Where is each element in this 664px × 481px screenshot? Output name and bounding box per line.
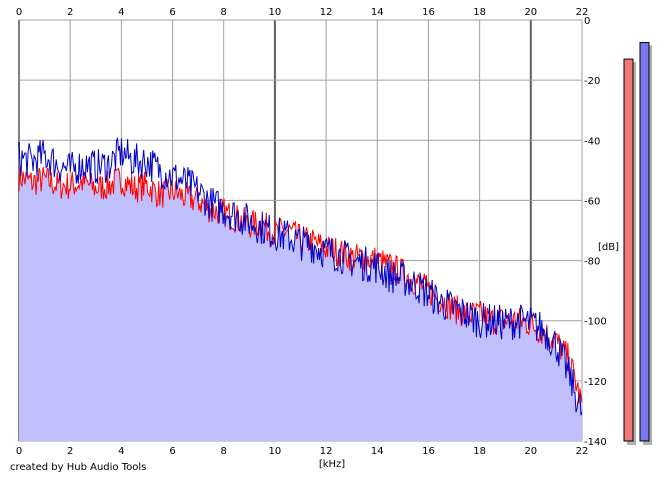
spectrum-area-fill (19, 165, 582, 441)
y-tick-label: -100 (584, 317, 607, 328)
y-tick-label: -60 (584, 196, 600, 207)
left-peak-meter (623, 58, 634, 442)
x-tick-labels-top: 0 2 4 6 8 10 12 14 16 18 20 22 (16, 7, 589, 18)
x-tick-label: 14 (371, 7, 384, 18)
x-tick-label: 8 (221, 446, 227, 457)
x-tick-label: 14 (371, 446, 384, 457)
x-tick-label: 18 (473, 446, 486, 457)
x-tick-label: 6 (169, 446, 175, 457)
right-channel-line (18, 137, 583, 416)
x-tick-label: 4 (118, 446, 124, 457)
x-tick-label: 2 (67, 446, 73, 457)
x-tick-label: 8 (221, 7, 227, 18)
x-tick-label: 20 (524, 446, 537, 457)
credit-text: created by Hub Audio Tools (10, 462, 147, 473)
x-tick-labels-bottom: 0 2 4 6 8 10 12 14 16 18 20 22 (16, 446, 589, 457)
x-tick-label: 6 (169, 7, 175, 18)
y-tick-label: -140 (584, 437, 607, 448)
y-tick-label: -20 (584, 76, 600, 87)
x-tick-label: 16 (422, 7, 435, 18)
x-axis-label: [kHz] (319, 459, 345, 470)
x-tick-label: 16 (422, 446, 435, 457)
x-tick-label: 18 (473, 7, 486, 18)
x-tick-label: 0 (16, 446, 22, 457)
x-tick-label: 12 (320, 446, 333, 457)
y-tick-label: -80 (584, 257, 600, 268)
y-tick-labels: 0 -20 -40 -60 -80 -100 -120 -140 (584, 16, 607, 448)
y-tick-label: -40 (584, 136, 600, 147)
x-tick-label: 2 (67, 7, 73, 18)
x-tick-label: 12 (320, 7, 333, 18)
y-tick-label: -120 (584, 377, 607, 388)
peak-meters (623, 42, 652, 446)
x-tick-label: 0 (16, 7, 22, 18)
x-tick-label: 10 (269, 7, 282, 18)
right-peak-meter (639, 42, 650, 442)
x-tick-label: 22 (576, 446, 589, 457)
x-tick-label: 4 (118, 7, 124, 18)
x-tick-label: 20 (524, 7, 537, 18)
y-tick-label: 0 (584, 16, 590, 27)
x-tick-label: 10 (269, 446, 282, 457)
x-tick-label: 22 (576, 7, 589, 18)
y-axis-label: [dB] (598, 242, 619, 253)
